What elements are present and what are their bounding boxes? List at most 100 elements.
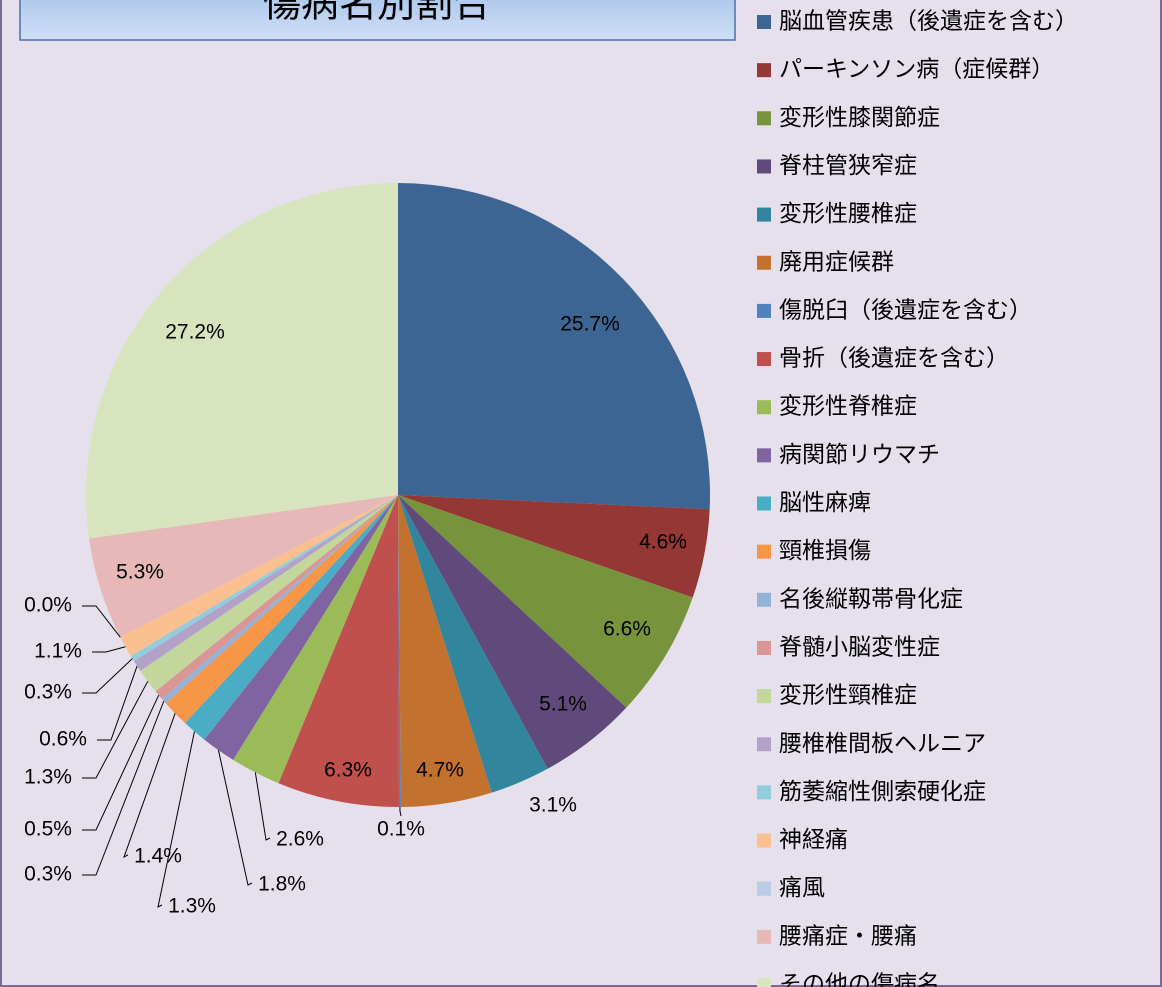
pie-slice: [155, 495, 398, 699]
legend-label: 変形性頸椎症: [779, 683, 917, 709]
pie: [85, 183, 711, 807]
legend-swatch: [757, 63, 771, 78]
leader-line: [123, 713, 176, 859]
legend-label: 脊柱管狭窄症: [779, 153, 917, 179]
legend-label: 頸椎損傷: [779, 538, 871, 564]
legend-swatch: [757, 881, 771, 896]
pie-slice: [233, 495, 398, 784]
legend: 脳血管疾患（後遺症を含む） パーキンソン病（症候群） 変形性膝関節症脊柱管狭窄症変形…: [757, 9, 1078, 987]
leader-line: [82, 681, 149, 779]
leader-line: [399, 806, 402, 817]
data-label: 6.6%: [603, 618, 651, 641]
data-label: 4.7%: [416, 759, 464, 782]
data-label: 0.3%: [24, 863, 72, 886]
legend-swatch: [757, 929, 771, 944]
pie-slice: [398, 495, 548, 793]
pie-slice: [398, 183, 711, 510]
legend-label: 変形性腰椎症: [779, 201, 917, 227]
leader-line: [92, 646, 126, 653]
data-label: 1.8%: [258, 873, 306, 896]
legend-label: パーキンソン病（症候群）: [779, 57, 1054, 83]
pie-slice: [278, 495, 399, 807]
data-label: 0.1%: [377, 818, 425, 841]
legend-swatch: [757, 592, 771, 607]
pie-slice: [398, 495, 401, 807]
legend-label: 筋萎縮性側索硬化症: [779, 779, 986, 805]
leader-line: [82, 700, 165, 876]
data-label: 0.3%: [24, 681, 72, 704]
pie-slice: [89, 495, 398, 638]
legend-swatch: [757, 978, 771, 987]
legend-swatch: [757, 448, 771, 463]
legend-swatch: [757, 737, 771, 752]
legend-swatch: [757, 400, 771, 415]
leader-line: [254, 772, 271, 841]
leader-line: [82, 694, 160, 831]
title-box: [19, 0, 736, 41]
leader-line: [82, 605, 121, 638]
pie-slice: [133, 495, 398, 671]
leader-line: [82, 658, 133, 694]
pie-slice: [398, 495, 710, 598]
legend-label: 腰痛症・腰痛: [779, 923, 917, 949]
data-label: 5.3%: [116, 561, 164, 584]
legend-label: 神経痛: [779, 827, 848, 853]
legend-swatch: [757, 689, 771, 704]
legend-label: 脳性麻痺: [779, 490, 871, 516]
pie-slice: [184, 495, 398, 740]
legend-label: 脳血管疾患（後遺症を含む）: [779, 9, 1078, 35]
legend-swatch: [757, 15, 771, 29]
leader-line: [97, 665, 138, 741]
legend-swatch: [757, 785, 771, 800]
pie-slice: [130, 495, 398, 662]
data-label: 6.3%: [324, 759, 372, 782]
legend-label: 痛風: [779, 875, 825, 901]
legend-swatch: [757, 207, 771, 222]
chart-title: 傷病名別割合: [263, 0, 491, 26]
data-label: 0.0%: [24, 594, 72, 617]
legend-swatch: [757, 255, 771, 270]
legend-swatch: [757, 544, 771, 559]
legend-label: 廃用症候群: [779, 249, 894, 275]
pie-slice: [398, 495, 492, 807]
legend-swatch: [757, 352, 771, 367]
data-label: 5.1%: [539, 693, 587, 716]
legend-label: 腰椎椎間板ヘルニア: [779, 731, 986, 757]
data-label: 25.7%: [560, 313, 620, 336]
pie-slice: [85, 183, 398, 539]
data-label: 1.3%: [24, 766, 72, 789]
data-labels: 25.7% 4.6% 6.6% 5.1% 3.1% 4.7% 0.1% 6.3% 2.6% 1.8…: [24, 313, 687, 918]
legend-label: 骨折（後遺症を含む）: [779, 346, 1009, 372]
legend-swatch: [757, 159, 771, 174]
pie-slice: [398, 495, 693, 708]
data-label: 0.5%: [24, 818, 72, 841]
legend-swatch: [757, 496, 771, 511]
leader-line: [157, 731, 195, 908]
pie-slice: [398, 495, 627, 769]
legend-label: 脊髄小脳変性症: [779, 634, 940, 660]
data-label: 1.1%: [34, 640, 82, 663]
data-label: 2.6%: [276, 828, 324, 851]
data-label: 27.2%: [165, 321, 225, 344]
legend-label: 病関節リウマチ: [779, 442, 940, 468]
data-label: 3.1%: [529, 794, 577, 817]
leader-line: [217, 750, 253, 886]
data-label: 1.3%: [168, 895, 216, 918]
pie-slice: [165, 495, 398, 723]
legend-swatch: [757, 111, 771, 126]
data-label: 0.6%: [39, 728, 87, 751]
data-label: 4.6%: [639, 531, 687, 554]
pie-slice: [161, 495, 398, 704]
legend-swatch: [757, 640, 771, 655]
legend-swatch: [757, 833, 771, 848]
legend-label: 変形性膝関節症: [779, 105, 940, 131]
legend-label: 変形性脊椎症: [779, 394, 917, 420]
pie-slice: [204, 495, 398, 760]
legend-label: 名後縦靱帯骨化症: [779, 586, 963, 612]
legend-label: その他の傷病名: [779, 972, 940, 987]
pie-slice: [140, 495, 398, 692]
legend-label: 傷脱臼（後遺症を含む）: [779, 297, 1032, 323]
data-label: 1.4%: [134, 845, 182, 868]
pie-slice: [120, 495, 398, 657]
